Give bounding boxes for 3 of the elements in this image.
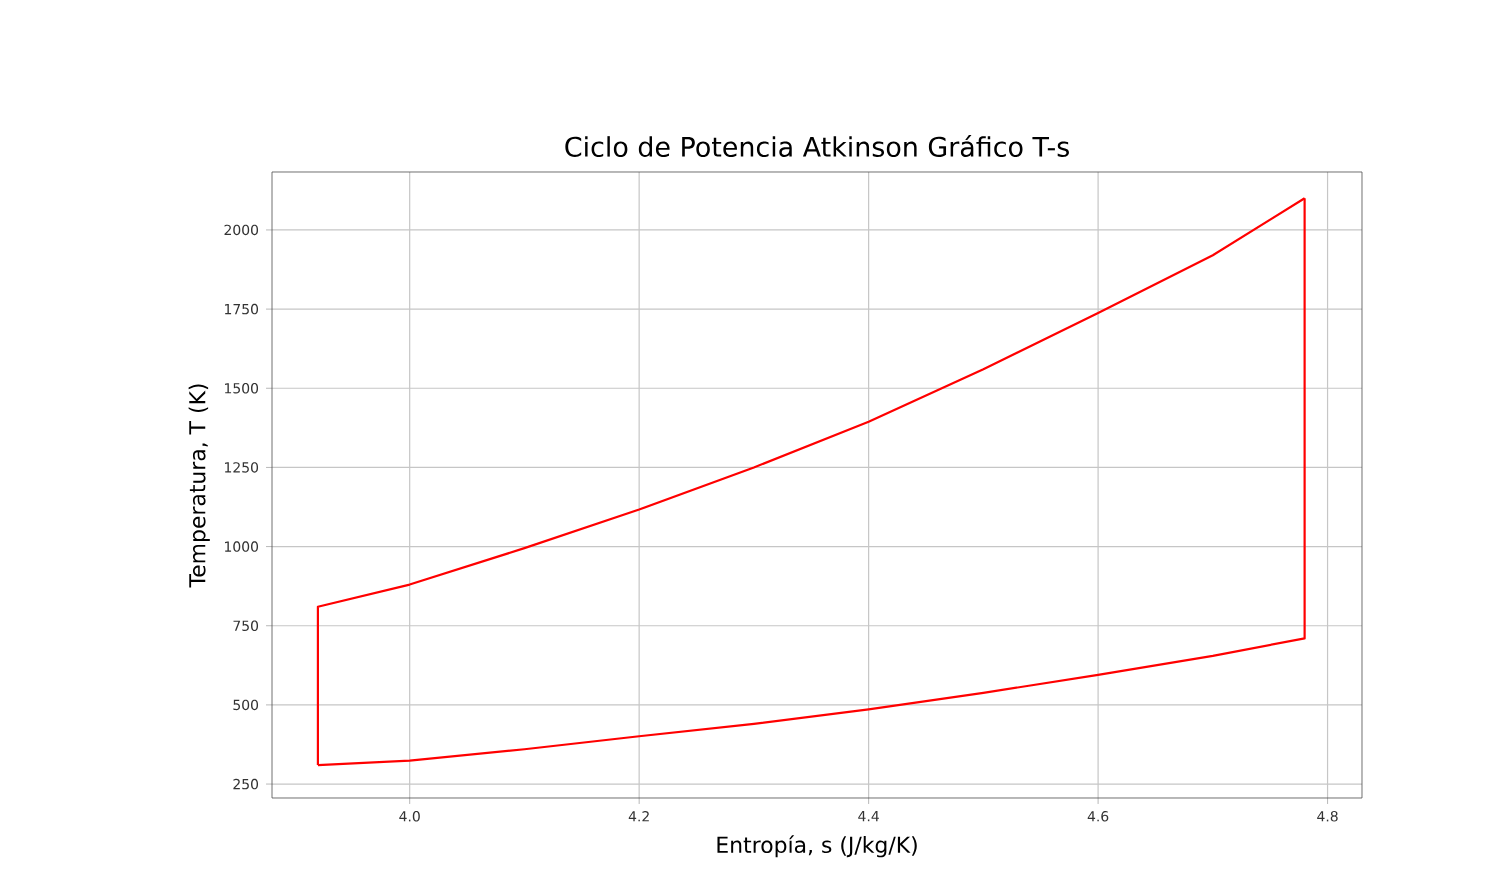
- chart-title: Ciclo de Potencia Atkinson Gráfico T-s: [565, 135, 1069, 157]
- x-axis-title: Entropía, s (J/kg/K): [717, 835, 917, 858]
- y-axis-title: Temperatura, T (K): [188, 384, 210, 588]
